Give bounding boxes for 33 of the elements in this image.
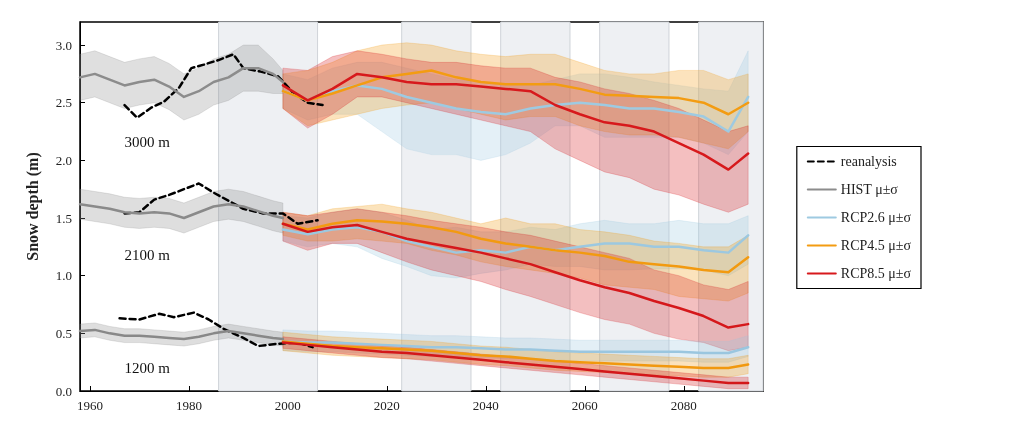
line-series: [123, 53, 324, 119]
line-series: [78, 66, 285, 99]
y-tick-label: 2.5: [55, 95, 72, 111]
legend-label: reanalysis: [840, 154, 897, 169]
line-series: [281, 340, 750, 370]
line-series: [78, 202, 285, 220]
x-tick-label: 2000: [274, 398, 301, 413]
annotation: 3000 m: [124, 134, 171, 151]
line-series: [281, 222, 750, 329]
legend-label: HIST μ±σ: [840, 182, 899, 197]
x-tick-label: 2020: [373, 398, 400, 413]
x-tick-label: 1980: [175, 398, 202, 413]
line-series: [281, 72, 750, 171]
x-tick-label: 1960: [76, 398, 103, 413]
y-tick-label: 0.5: [55, 325, 72, 341]
legend-label: RCP8.5 μ±σ: [840, 266, 912, 281]
y-tick-label: 1.0: [55, 268, 72, 284]
line-series: [118, 311, 314, 349]
annotation: 1200 m: [124, 360, 171, 377]
annotation: 2100 m: [124, 247, 171, 264]
x-tick-label: 2040: [472, 398, 499, 413]
x-tick-label: 2060: [571, 398, 598, 413]
y-axis-title: Snow depth (m): [23, 152, 42, 261]
y-tick-label: 2.0: [55, 152, 72, 168]
line-series: [123, 182, 319, 226]
legend-label: RCP4.5 μ±σ: [840, 238, 912, 253]
y-tick-label: 1.5: [55, 210, 72, 226]
x-tick-label: 2080: [670, 398, 697, 413]
y-tick-label: 3.0: [55, 37, 72, 53]
y-tick-label: 0.0: [55, 383, 72, 399]
line-series: [78, 328, 285, 341]
line-series: [281, 69, 750, 116]
legend-label: RCP2.6 μ±σ: [840, 210, 912, 225]
